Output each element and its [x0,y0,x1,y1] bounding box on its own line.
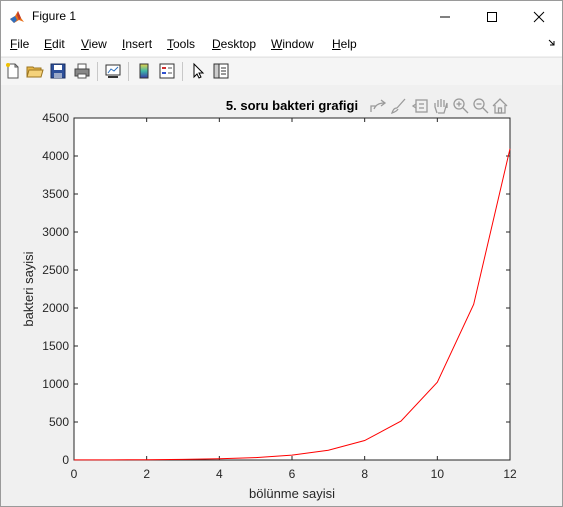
menu-help[interactable]: Help [332,37,357,51]
open-file-icon[interactable] [26,62,44,80]
y-tick-label: 3500 [42,187,69,201]
axes-box[interactable] [73,117,511,461]
x-tick-label: 4 [216,467,223,481]
toolbar-separator [182,62,183,81]
matlab-icon [10,11,24,23]
figure-canvas: 0 500 1000 1500 2000 2500 3000 3500 4000 4500 0 2 4… [1,85,562,506]
y-tick-label: 3000 [42,225,69,239]
zoom-in-icon[interactable] [453,98,469,114]
home-icon[interactable] [492,98,508,114]
maximize-button[interactable] [469,1,515,32]
property-inspector-icon[interactable] [212,62,230,80]
x-tick-label: 0 [71,467,78,481]
y-tick-label: 0 [62,453,69,467]
menu-desktop[interactable]: Desktop [212,37,257,51]
y-tick-label: 500 [49,415,69,429]
menu-bar: File Edit View Insert Tools Desktop Wind… [1,32,562,56]
minimize-icon [440,16,450,17]
edit-plot-icon[interactable] [189,62,207,80]
y-tick-label: 2500 [42,263,69,277]
datatip-icon[interactable] [411,99,428,113]
save-icon[interactable] [49,62,67,80]
y-tick-label: 1500 [42,339,69,353]
figure-toolbar [1,57,562,86]
x-tick-label: 2 [143,467,150,481]
y-tick-label: 4500 [42,111,69,125]
legend-icon[interactable] [158,62,176,80]
menu-edit[interactable]: Edit [44,37,65,51]
y-tick-label: 2000 [42,301,69,315]
close-icon [533,11,545,22]
menu-file[interactable]: File [10,37,30,51]
toolbar-separator [128,62,129,81]
zoom-out-icon[interactable] [473,98,489,114]
x-tick-label: 8 [361,467,368,481]
y-tick-label: 1000 [42,377,69,391]
toolbar-separator [97,62,98,81]
menu-insert[interactable]: Insert [122,37,153,51]
link-plot-icon[interactable] [104,62,122,80]
y-tick-label: 4000 [42,149,69,163]
axes-toolbar [370,98,508,115]
x-tick-label: 12 [503,467,517,481]
minimize-button[interactable] [422,1,468,32]
chart-title: 5. soru bakteri grafigi [226,98,358,113]
plot-svg: 0 500 1000 1500 2000 2500 3000 3500 4000 4500 0 2 4… [21,98,517,501]
window-title: Figure 1 [32,9,77,23]
export-icon[interactable] [370,99,387,112]
new-figure-icon[interactable] [4,62,22,80]
x-tick-label: 6 [289,467,296,481]
menu-window[interactable]: Window [271,37,314,51]
title-bar[interactable]: Figure 1 [1,1,562,32]
pan-icon[interactable] [434,99,448,114]
print-icon[interactable] [73,62,91,80]
x-axis-label: bölünme sayisi [249,486,335,501]
series-line[interactable] [73,148,511,461]
y-axis-label: bakteri sayisi [21,251,36,326]
maximize-icon [487,11,497,22]
close-button[interactable] [516,1,562,32]
x-tick-label: 10 [431,467,445,481]
brush-icon[interactable] [390,98,406,115]
menu-tools[interactable]: Tools [167,37,196,51]
colorbar-icon[interactable] [135,62,153,80]
menu-view[interactable]: View [81,37,107,51]
menubar-dock-icon[interactable] [548,39,556,47]
